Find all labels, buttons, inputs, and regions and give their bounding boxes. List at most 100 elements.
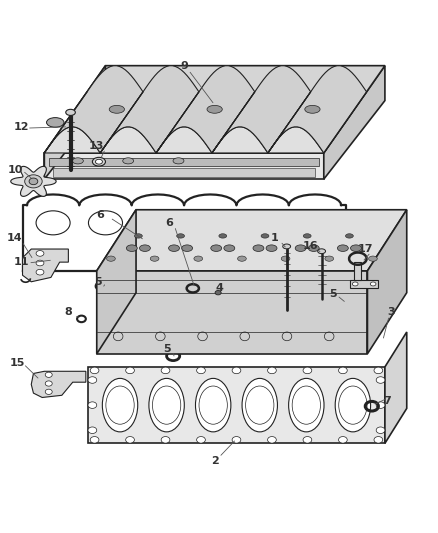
Text: 6: 6 bbox=[165, 218, 173, 228]
Ellipse shape bbox=[195, 378, 231, 432]
Ellipse shape bbox=[45, 389, 52, 394]
Polygon shape bbox=[44, 66, 143, 153]
Polygon shape bbox=[268, 127, 324, 153]
Text: 6: 6 bbox=[96, 210, 104, 220]
Ellipse shape bbox=[95, 159, 102, 164]
Ellipse shape bbox=[374, 437, 383, 443]
Ellipse shape bbox=[126, 437, 134, 443]
Ellipse shape bbox=[182, 245, 193, 252]
Ellipse shape bbox=[281, 256, 290, 261]
Ellipse shape bbox=[90, 437, 99, 443]
Ellipse shape bbox=[126, 367, 134, 374]
Ellipse shape bbox=[215, 290, 221, 295]
Ellipse shape bbox=[36, 269, 44, 275]
Ellipse shape bbox=[253, 245, 264, 252]
Ellipse shape bbox=[149, 378, 184, 432]
Ellipse shape bbox=[289, 378, 324, 432]
Ellipse shape bbox=[46, 118, 64, 127]
Ellipse shape bbox=[266, 245, 277, 252]
Text: 5: 5 bbox=[95, 277, 102, 287]
Text: 9: 9 bbox=[180, 61, 188, 71]
Ellipse shape bbox=[308, 245, 319, 252]
Ellipse shape bbox=[45, 381, 52, 386]
Polygon shape bbox=[100, 66, 199, 153]
Ellipse shape bbox=[36, 251, 44, 256]
Text: 15: 15 bbox=[10, 358, 25, 368]
Ellipse shape bbox=[339, 367, 347, 374]
Ellipse shape bbox=[283, 244, 290, 249]
Ellipse shape bbox=[232, 367, 241, 374]
Ellipse shape bbox=[161, 367, 170, 374]
Ellipse shape bbox=[161, 437, 170, 443]
Ellipse shape bbox=[194, 256, 203, 261]
Text: 5: 5 bbox=[163, 344, 170, 354]
Polygon shape bbox=[22, 249, 68, 282]
Polygon shape bbox=[354, 262, 361, 280]
Ellipse shape bbox=[177, 234, 184, 238]
Ellipse shape bbox=[268, 367, 276, 374]
Ellipse shape bbox=[335, 378, 371, 432]
Ellipse shape bbox=[376, 402, 385, 408]
Ellipse shape bbox=[353, 282, 358, 286]
Ellipse shape bbox=[141, 211, 175, 235]
Polygon shape bbox=[44, 127, 100, 153]
Ellipse shape bbox=[139, 245, 150, 252]
Ellipse shape bbox=[370, 282, 376, 286]
Ellipse shape bbox=[102, 378, 138, 432]
Ellipse shape bbox=[36, 211, 70, 235]
Polygon shape bbox=[97, 271, 367, 354]
Ellipse shape bbox=[106, 256, 115, 261]
Ellipse shape bbox=[339, 437, 347, 443]
Polygon shape bbox=[97, 210, 407, 271]
Ellipse shape bbox=[295, 245, 306, 252]
Polygon shape bbox=[156, 66, 255, 153]
Ellipse shape bbox=[368, 256, 377, 261]
Polygon shape bbox=[268, 66, 367, 153]
Ellipse shape bbox=[219, 234, 227, 238]
Text: 1: 1 bbox=[271, 233, 279, 243]
Text: 12: 12 bbox=[14, 122, 29, 132]
Ellipse shape bbox=[318, 249, 325, 254]
Ellipse shape bbox=[350, 245, 361, 252]
Ellipse shape bbox=[337, 245, 348, 252]
Text: 13: 13 bbox=[89, 141, 104, 151]
Ellipse shape bbox=[173, 158, 184, 164]
Ellipse shape bbox=[305, 106, 320, 113]
Ellipse shape bbox=[169, 245, 180, 252]
Ellipse shape bbox=[303, 437, 312, 443]
Ellipse shape bbox=[261, 234, 269, 238]
Polygon shape bbox=[44, 153, 324, 179]
Ellipse shape bbox=[224, 245, 235, 252]
Ellipse shape bbox=[376, 377, 385, 383]
Ellipse shape bbox=[232, 437, 241, 443]
Ellipse shape bbox=[127, 245, 137, 252]
Ellipse shape bbox=[88, 427, 97, 433]
Polygon shape bbox=[88, 367, 385, 443]
Polygon shape bbox=[22, 195, 346, 271]
Ellipse shape bbox=[92, 157, 106, 166]
Text: 14: 14 bbox=[7, 233, 22, 243]
Ellipse shape bbox=[237, 256, 246, 261]
Ellipse shape bbox=[246, 211, 280, 235]
Ellipse shape bbox=[29, 178, 38, 184]
Polygon shape bbox=[11, 166, 56, 196]
Text: 7: 7 bbox=[383, 396, 391, 406]
Polygon shape bbox=[31, 372, 86, 398]
Text: 5: 5 bbox=[328, 288, 336, 298]
Polygon shape bbox=[385, 332, 407, 443]
Ellipse shape bbox=[66, 109, 75, 116]
Ellipse shape bbox=[123, 158, 134, 164]
Ellipse shape bbox=[90, 367, 99, 374]
Polygon shape bbox=[100, 127, 156, 153]
Ellipse shape bbox=[197, 367, 205, 374]
Ellipse shape bbox=[374, 367, 383, 374]
Ellipse shape bbox=[25, 175, 42, 188]
Text: 11: 11 bbox=[14, 257, 29, 267]
Ellipse shape bbox=[346, 234, 353, 238]
Text: 8: 8 bbox=[64, 308, 72, 317]
Ellipse shape bbox=[88, 377, 97, 383]
Ellipse shape bbox=[45, 372, 52, 377]
Ellipse shape bbox=[197, 437, 205, 443]
Ellipse shape bbox=[109, 106, 124, 113]
Polygon shape bbox=[44, 66, 106, 179]
